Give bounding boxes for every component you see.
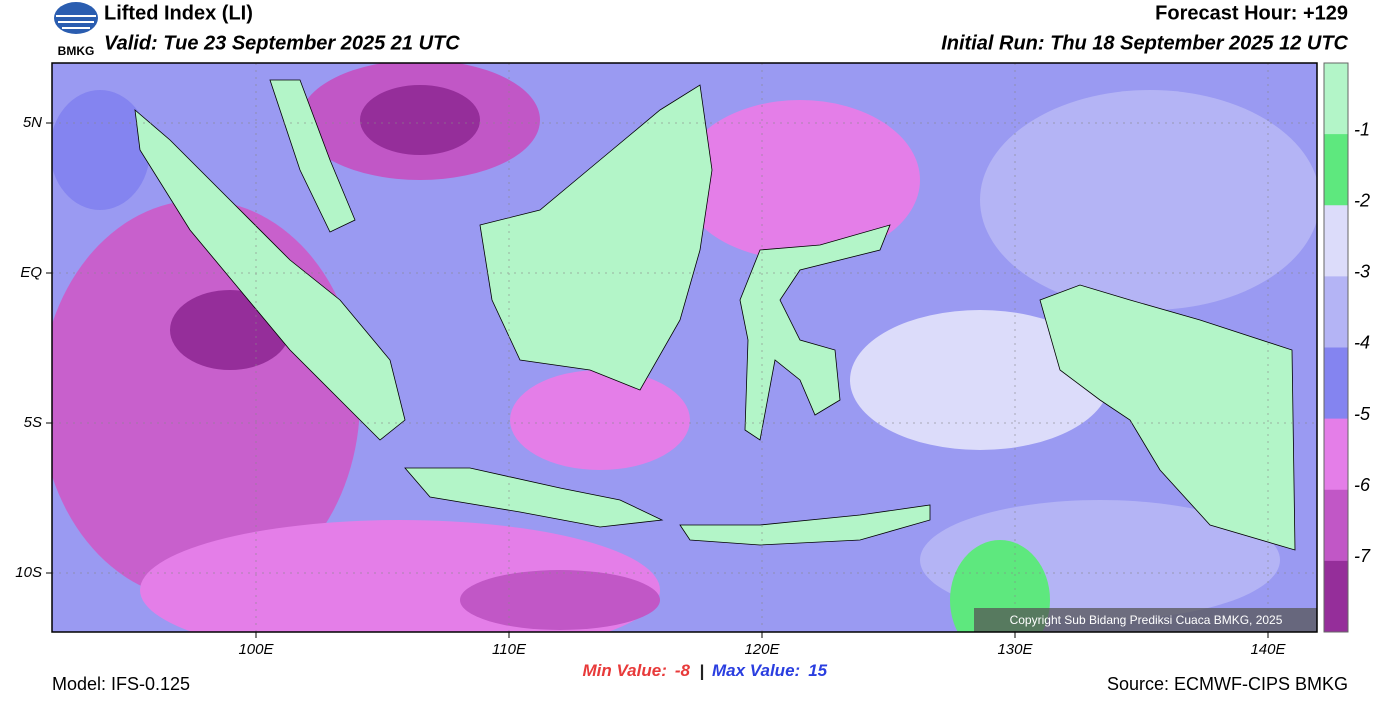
colorbar-frame xyxy=(1323,62,1349,633)
valid-time: Valid: Tue 23 September 2025 21 UTC xyxy=(104,32,460,54)
colorbar-label: -5 xyxy=(1354,404,1371,424)
nusa-tenggara xyxy=(679,504,931,546)
separator: | xyxy=(700,661,705,680)
logo-lines xyxy=(56,15,96,29)
colorbar-swatch xyxy=(1324,276,1348,348)
lon-label: 130E xyxy=(997,641,1033,658)
colorbar: -1 -2 -3 -4 -5 -6 -7 xyxy=(1323,62,1371,633)
malay-peninsula xyxy=(269,79,356,233)
colorbar-swatch xyxy=(1324,560,1348,633)
colorbar-label: -4 xyxy=(1354,333,1370,353)
lon-labels: 100E 110E 120E 130E 140E xyxy=(238,632,1287,658)
lon-label: 120E xyxy=(744,641,780,658)
papua xyxy=(1039,284,1296,551)
model: Model: IFS-0.125 xyxy=(52,674,190,694)
min-label-text: Min Value: xyxy=(582,661,666,680)
map: Copyright Sub Bidang Prediksi Cuaca BMKG… xyxy=(52,63,1317,632)
colorbar-swatch xyxy=(1324,205,1348,277)
lat-label: EQ xyxy=(20,264,42,281)
colorbar-swatch xyxy=(1324,134,1348,206)
initial-run: Initial Run: Thu 18 September 2025 12 UT… xyxy=(941,32,1348,54)
map-frame xyxy=(51,62,1318,633)
colorbar-label: -1 xyxy=(1354,119,1370,139)
source: Source: ECMWF-CIPS BMKG xyxy=(1107,674,1348,694)
colorbar-swatch xyxy=(1324,418,1348,491)
colorbar-label: -7 xyxy=(1354,546,1371,566)
logo-text: BMKG xyxy=(58,44,95,58)
sulawesi xyxy=(739,224,891,441)
copyright-bg xyxy=(974,608,1317,632)
logo-globe xyxy=(54,2,98,34)
colorbar-label: -6 xyxy=(1354,475,1371,495)
borneo xyxy=(479,84,713,391)
copyright: Copyright Sub Bidang Prediksi Cuaca BMKG… xyxy=(1010,613,1283,627)
min-value: -8 xyxy=(675,661,691,680)
max-label: Max Value: 15 xyxy=(712,661,828,680)
logo: BMKG xyxy=(54,2,98,58)
colorbar-swatch xyxy=(1324,347,1348,420)
forecast-hour: Forecast Hour: +129 xyxy=(1155,2,1348,24)
colorbar-swatch xyxy=(1324,489,1348,562)
stats: Min Value: -8 | Max Value: 15 xyxy=(582,661,827,680)
lat-labels: 5N EQ 5S 10S xyxy=(15,114,52,581)
colorbar-label: -2 xyxy=(1354,190,1370,210)
lon-label: 140E xyxy=(1250,641,1286,658)
land xyxy=(134,79,1296,551)
lat-label: 5N xyxy=(23,114,42,131)
lat-label: 10S xyxy=(15,564,42,581)
max-label-text: Max Value: xyxy=(712,661,800,680)
sumatra xyxy=(134,109,406,441)
min-label: Min Value: -8 xyxy=(582,661,690,680)
field xyxy=(52,63,1317,632)
title: Lifted Index (LI) xyxy=(104,2,253,24)
lat-label: 5S xyxy=(24,414,42,431)
colorbar-swatch xyxy=(1324,63,1348,135)
java xyxy=(404,467,664,528)
lon-label: 110E xyxy=(492,641,527,658)
lon-label: 100E xyxy=(238,641,274,658)
colorbar-label: -3 xyxy=(1354,262,1370,282)
max-value: 15 xyxy=(808,661,827,680)
